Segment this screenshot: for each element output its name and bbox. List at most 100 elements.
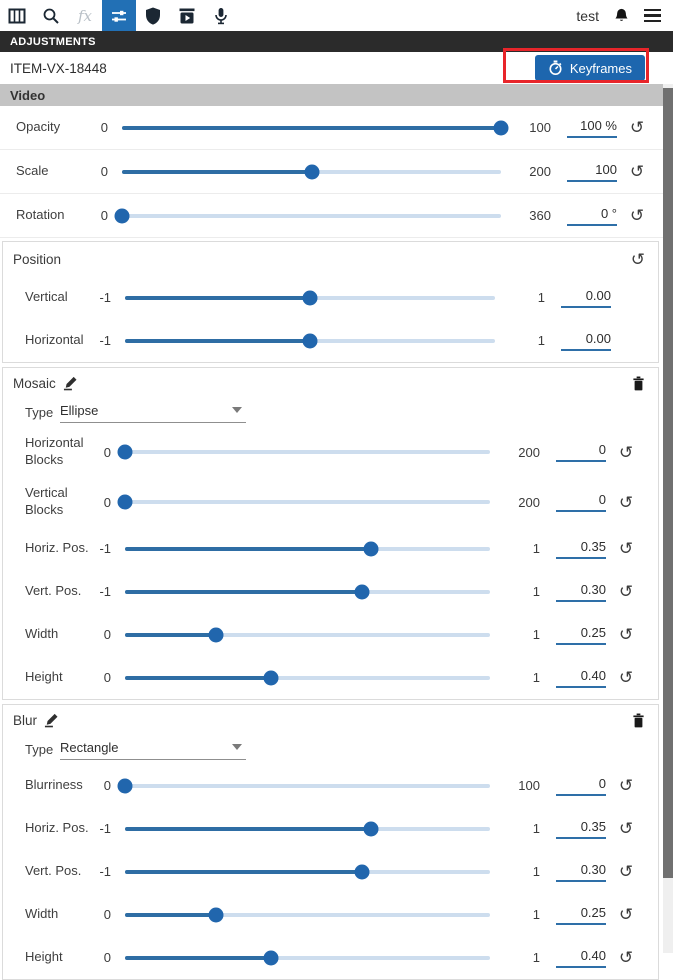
slider-thumb[interactable] bbox=[493, 120, 509, 135]
horizontal-position-slider[interactable] bbox=[125, 333, 495, 348]
blur-vert-pos-slider[interactable] bbox=[125, 864, 490, 879]
slider-fill bbox=[125, 869, 363, 874]
reset-icon[interactable]: ↺ bbox=[618, 582, 634, 601]
bell-icon[interactable] bbox=[613, 7, 630, 25]
reset-icon[interactable]: ↺ bbox=[618, 776, 634, 795]
slider-thumb[interactable] bbox=[302, 290, 318, 305]
value-input[interactable]: 0.35 bbox=[556, 539, 606, 559]
reset-icon[interactable]: ↺ bbox=[618, 905, 634, 924]
value-input[interactable]: 0.40 bbox=[556, 668, 606, 688]
media-archive-icon[interactable] bbox=[170, 0, 204, 31]
value-input[interactable]: 0 bbox=[556, 442, 606, 462]
slider-thumb[interactable] bbox=[208, 627, 224, 642]
horizontal-blocks-slider[interactable] bbox=[117, 444, 490, 460]
slider-max: 360 bbox=[529, 208, 551, 223]
slider-thumb[interactable] bbox=[363, 821, 379, 836]
value-input[interactable]: 0.25 bbox=[556, 905, 606, 925]
scrollbar-thumb[interactable] bbox=[663, 88, 673, 878]
value-input[interactable]: 0.00 bbox=[561, 288, 611, 308]
value-input[interactable]: 0.40 bbox=[556, 948, 606, 968]
value-input[interactable]: 0 bbox=[556, 776, 606, 796]
slider-thumb[interactable] bbox=[354, 864, 370, 879]
slider-label: Width bbox=[25, 906, 59, 922]
mosaic-type-dropdown[interactable]: Ellipse bbox=[60, 403, 246, 423]
panels-icon[interactable] bbox=[0, 0, 34, 31]
vertical-blocks-slider[interactable] bbox=[117, 494, 490, 510]
edit-icon[interactable] bbox=[44, 712, 59, 728]
value-input[interactable]: 0.00 bbox=[561, 331, 611, 351]
slider-thumb[interactable] bbox=[263, 950, 279, 965]
slider-row-vertical-blocks: Vertical Blocks 0 200 0 ↺ bbox=[3, 477, 658, 527]
slider-min: 0 bbox=[103, 907, 111, 922]
slider-max: 1 bbox=[537, 333, 545, 348]
slider-thumb[interactable] bbox=[263, 670, 279, 685]
fx-icon[interactable]: fx bbox=[68, 0, 102, 31]
trash-icon[interactable] bbox=[632, 376, 645, 391]
menu-icon[interactable] bbox=[644, 6, 661, 26]
value-input[interactable]: 100 bbox=[567, 162, 617, 182]
opacity-slider[interactable] bbox=[122, 120, 509, 135]
mosaic-width-slider[interactable] bbox=[125, 627, 490, 642]
slider-thumb[interactable] bbox=[304, 164, 319, 179]
blur-width-slider[interactable] bbox=[125, 907, 490, 922]
position-group: Position ↺ Vertical -1 1 0.00 Horizontal… bbox=[2, 241, 659, 363]
slider-thumb[interactable] bbox=[117, 778, 133, 793]
top-toolbar: fx test bbox=[0, 0, 673, 31]
reset-icon[interactable]: ↺ bbox=[629, 118, 645, 137]
shield-icon[interactable] bbox=[136, 0, 170, 31]
value-input[interactable]: 100 % bbox=[567, 118, 617, 138]
trash-icon[interactable] bbox=[632, 713, 645, 728]
reset-icon[interactable]: ↺ bbox=[629, 162, 645, 181]
adjustments-icon[interactable] bbox=[102, 0, 136, 31]
reset-icon[interactable]: ↺ bbox=[618, 862, 634, 881]
microphone-icon[interactable] bbox=[204, 0, 238, 31]
blur-horiz-pos-slider[interactable] bbox=[125, 821, 490, 836]
slider-thumb[interactable] bbox=[354, 584, 370, 599]
blur-type-dropdown[interactable]: Rectangle bbox=[60, 740, 246, 760]
reset-icon[interactable]: ↺ bbox=[618, 819, 634, 838]
slider-thumb[interactable] bbox=[302, 333, 318, 348]
position-group-header: Position ↺ bbox=[3, 242, 658, 276]
value-input[interactable]: 0 ° bbox=[567, 206, 617, 226]
keyframes-button[interactable]: Keyframes bbox=[534, 55, 645, 81]
slider-thumb[interactable] bbox=[114, 208, 130, 223]
reset-icon[interactable]: ↺ bbox=[618, 539, 634, 558]
slider-fill bbox=[125, 546, 372, 551]
mosaic-height-slider[interactable] bbox=[125, 670, 490, 685]
slider-row-width: Width 0 1 0.25 ↺ bbox=[3, 613, 658, 656]
slider-label: Vert. Pos. bbox=[25, 863, 82, 879]
reset-icon[interactable]: ↺ bbox=[618, 442, 634, 462]
reset-icon[interactable]: ↺ bbox=[630, 249, 645, 269]
edit-icon[interactable] bbox=[63, 375, 78, 391]
user-label: test bbox=[576, 7, 599, 24]
slider-thumb[interactable] bbox=[208, 907, 224, 922]
search-icon[interactable] bbox=[34, 0, 68, 31]
scale-slider[interactable] bbox=[122, 164, 501, 179]
slider-thumb[interactable] bbox=[117, 494, 133, 510]
reset-icon[interactable]: ↺ bbox=[618, 492, 634, 512]
scrollbar-track[interactable] bbox=[663, 84, 673, 953]
mosaic-horiz-pos-slider[interactable] bbox=[125, 541, 490, 556]
chevron-down-icon bbox=[232, 744, 242, 750]
value-input[interactable]: 0 bbox=[556, 492, 606, 512]
slider-thumb[interactable] bbox=[117, 444, 133, 460]
slider-thumb[interactable] bbox=[363, 541, 379, 556]
reset-icon[interactable]: ↺ bbox=[618, 625, 634, 644]
value-input[interactable]: 0.35 bbox=[556, 819, 606, 839]
blur-height-slider[interactable] bbox=[125, 950, 490, 965]
slider-max: 1 bbox=[537, 290, 545, 305]
value-input[interactable]: 0.30 bbox=[556, 862, 606, 882]
reset-icon[interactable]: ↺ bbox=[618, 668, 634, 687]
rotation-slider[interactable] bbox=[114, 208, 501, 223]
reset-icon[interactable]: ↺ bbox=[629, 206, 645, 225]
blurriness-slider[interactable] bbox=[117, 778, 490, 793]
reset-icon[interactable]: ↺ bbox=[618, 948, 634, 967]
mosaic-vert-pos-slider[interactable] bbox=[125, 584, 490, 599]
item-id: ITEM-VX-18448 bbox=[10, 60, 107, 76]
dropdown-value: Ellipse bbox=[60, 402, 99, 418]
value-input[interactable]: 0.25 bbox=[556, 625, 606, 645]
slider-label: Horizontal bbox=[25, 332, 84, 348]
vertical-position-slider[interactable] bbox=[125, 290, 495, 305]
slider-max: 200 bbox=[518, 494, 540, 510]
value-input[interactable]: 0.30 bbox=[556, 582, 606, 602]
